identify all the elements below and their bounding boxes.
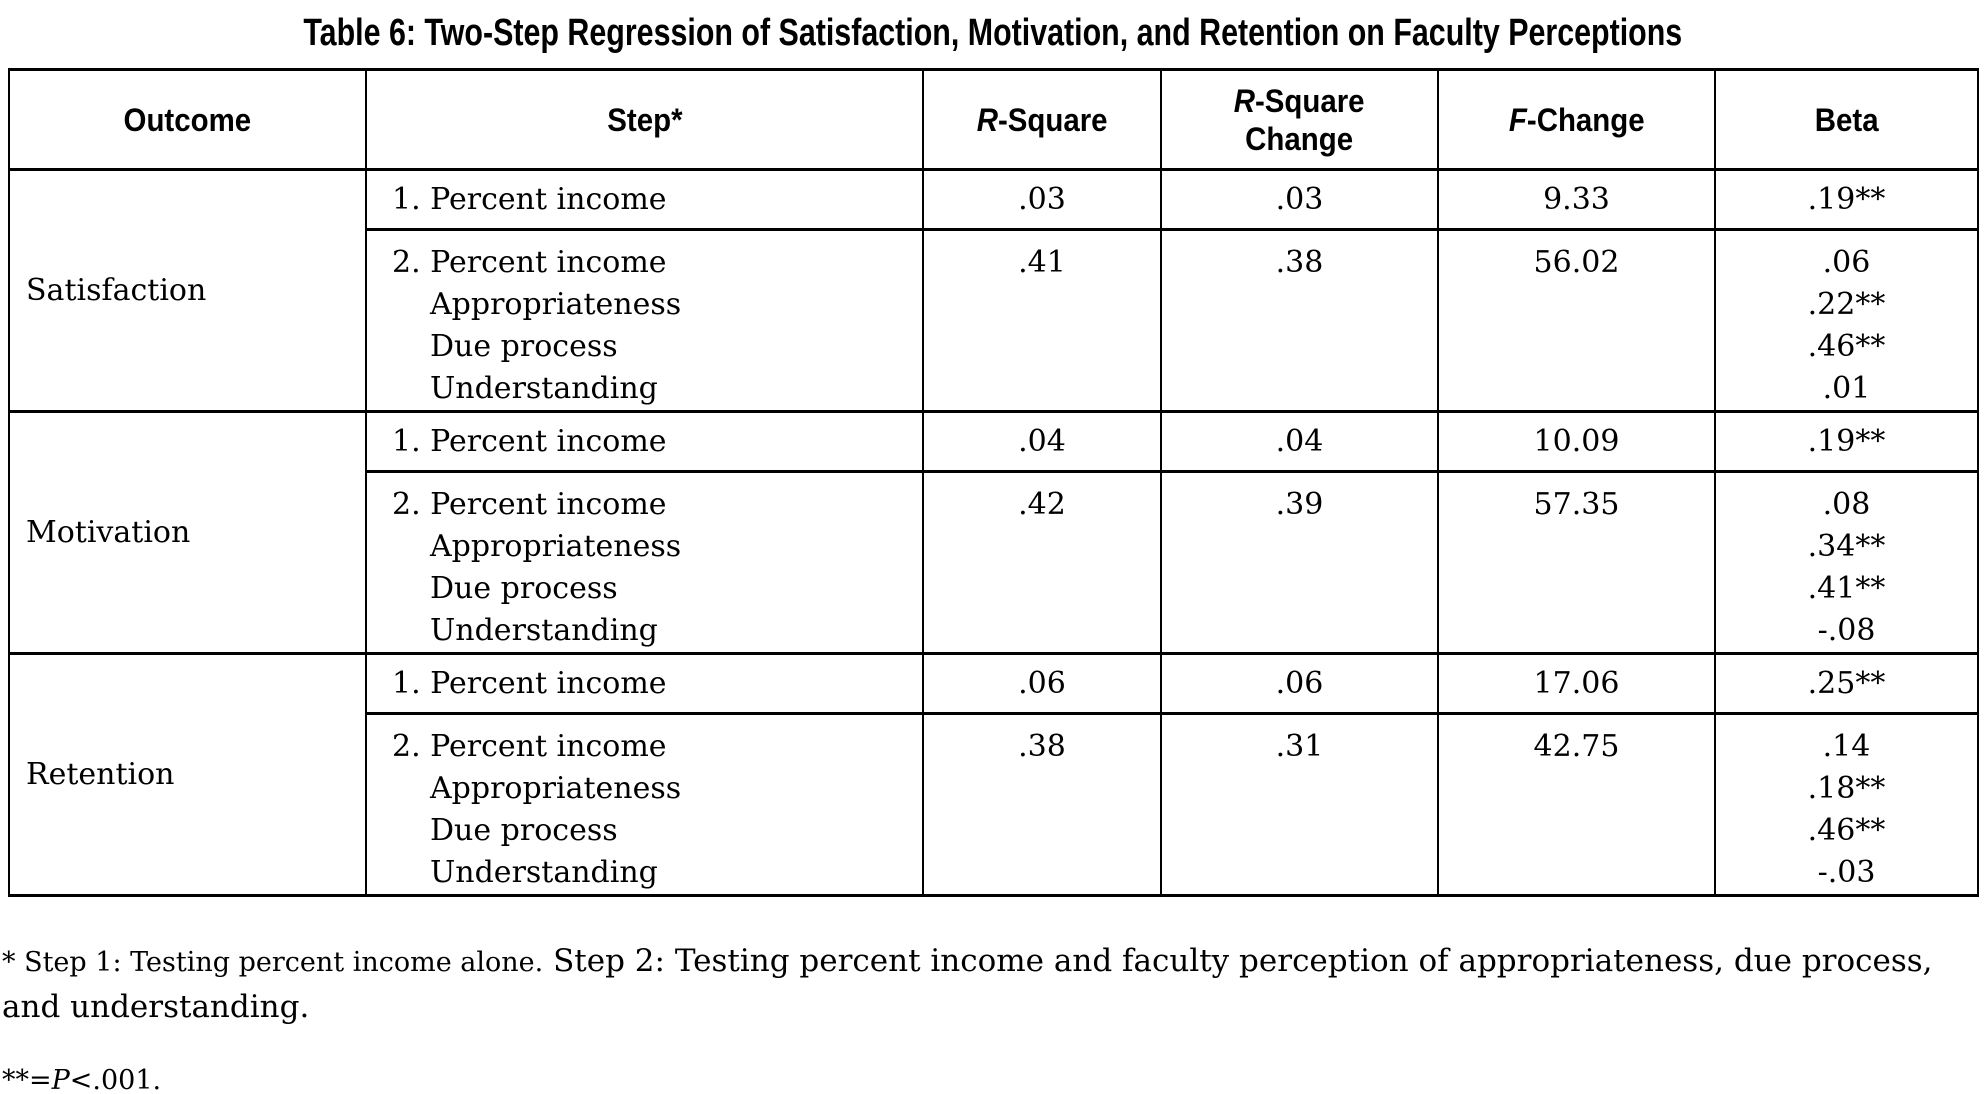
col-header-r-square-change: R-Square Change [1160,68,1439,171]
step2-line: Appropriateness [430,529,682,564]
step2-line: Appropriateness [430,287,682,322]
beta-value: .18** [1807,771,1886,806]
r-square-change-cell: .38 [1160,228,1439,413]
beta-value: .46** [1807,329,1886,364]
r-square-cell: .03 [922,168,1162,231]
outcome-cell: Retention [8,652,367,897]
r-square-cell: .42 [922,470,1162,655]
footnote-steps: * Step 1: Testing percent income alone. … [2,939,1985,1030]
beta-cell: .19** [1714,410,1979,473]
beta-cell: .25** [1714,652,1979,715]
beta-value: .46** [1807,813,1886,848]
table-row: 2. Percent income Appropriateness Due pr… [9,470,1979,655]
f-change-cell: 17.06 [1437,652,1716,715]
beta-values-cell: .06 .22** .46** .01 [1714,228,1979,413]
step2-line: 2. Percent income [392,487,667,522]
step2-line: Understanding [430,855,658,890]
step1-label-cell: 1. Percent income [365,410,924,473]
outcome-cell: Satisfaction [8,168,367,413]
r-square-change-cell: .31 [1160,712,1439,897]
step2-line: Understanding [430,371,658,406]
table-title: Table 6: Two-Step Regression of Satisfac… [0,0,1985,64]
step2-lines-cell: 2. Percent income Appropriateness Due pr… [365,712,924,897]
r-square-cell: .04 [922,410,1162,473]
col-header-outcome: Outcome [8,68,367,171]
header-row: Outcome Step* R-Square R-Square Change F… [8,68,1979,171]
r-square-cell: .41 [922,228,1162,413]
col-header-f-change: F-Change [1437,68,1716,171]
table-row: Motivation 1. Percent income .04 .04 10.… [8,410,1979,655]
step2-line: 2. Percent income [392,245,667,280]
step2-lines-cell: 2. Percent income Appropriateness Due pr… [365,228,924,413]
step1-label-cell: 1. Percent income [365,168,924,231]
f-change-cell: 42.75 [1437,712,1716,897]
beta-value: .08 [1822,487,1871,522]
section-satisfaction: Satisfaction 1. Percent income .03 .03 9… [8,168,1979,413]
beta-value: .22** [1807,287,1886,322]
r-square-cell: .06 [922,652,1162,715]
col-header-step: Step* [365,68,924,171]
outcome-cell: Motivation [8,410,367,655]
f-change-cell: 10.09 [1437,410,1716,473]
footnote-significance: **=P<.001. [2,1065,162,1094]
r-square-change-cell: .04 [1160,410,1439,473]
section-motivation: Motivation 1. Percent income .04 .04 10.… [8,410,1979,655]
table-row: 2. Percent income Appropriateness Due pr… [9,228,1979,413]
step2-line: 2. Percent income [392,729,667,764]
step1-label-cell: 1. Percent income [365,652,924,715]
table-row: Satisfaction 1. Percent income .03 .03 9… [8,168,1979,413]
col-header-r-square: R-Square [922,68,1162,171]
beta-value: .14 [1822,729,1871,764]
r-square-cell: .38 [922,712,1162,897]
footnote-steps-large-text: Step 2: Testing percent income and facul… [2,943,1933,1025]
step2-lines-cell: 2. Percent income Appropriateness Due pr… [365,470,924,655]
table-row: 2. Percent income Appropriateness Due pr… [9,712,1979,897]
table-title-text: Table 6: Two-Step Regression of Satisfac… [303,12,1682,54]
step2-line: Appropriateness [430,771,682,806]
r-square-change-cell: .06 [1160,652,1439,715]
f-change-cell: 56.02 [1437,228,1716,413]
p-value-symbol: P [51,1065,70,1094]
col-header-beta: Beta [1714,68,1979,171]
beta-value: .06 [1822,245,1871,280]
step2-line: Due process [430,813,618,848]
step2-line: Understanding [430,613,658,648]
beta-value: -.08 [1817,613,1876,648]
step2-line: Due process [430,329,618,364]
beta-value: .34** [1807,529,1886,564]
beta-value: -.03 [1817,855,1876,890]
section-retention: Retention 1. Percent income .06 .06 17.0… [8,652,1979,897]
r-square-change-cell: .03 [1160,168,1439,231]
r-square-change-cell: .39 [1160,470,1439,655]
regression-table: Outcome Step* R-Square R-Square Change F… [8,68,1979,897]
f-change-cell: 57.35 [1437,470,1716,655]
beta-values-cell: .14 .18** .46** -.03 [1714,712,1979,897]
beta-values-cell: .08 .34** .41** -.08 [1714,470,1979,655]
beta-value: .41** [1807,571,1886,606]
beta-value: .01 [1822,371,1871,406]
table-row: Retention 1. Percent income .06 .06 17.0… [8,652,1979,897]
footnote-steps-small-text: * Step 1: Testing percent income alone. [2,947,544,978]
beta-cell: .19** [1714,168,1979,231]
step2-line: Due process [430,571,618,606]
f-change-cell: 9.33 [1437,168,1716,231]
